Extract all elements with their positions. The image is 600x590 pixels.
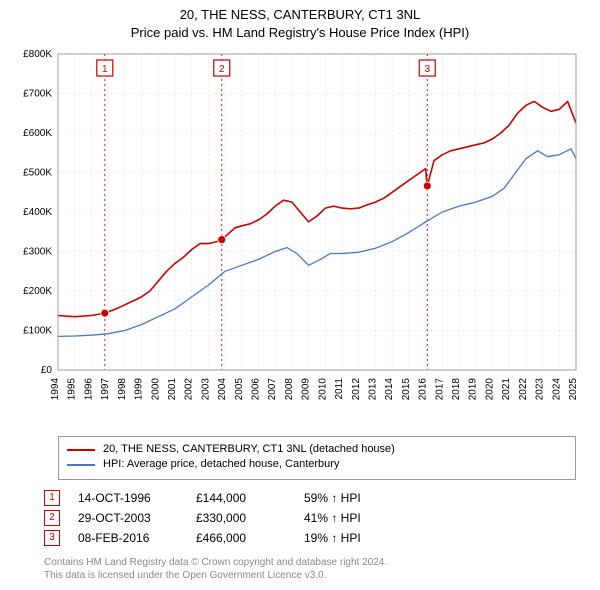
title-line-2: Price paid vs. HM Land Registry's House … (0, 24, 600, 42)
svg-text:2005: 2005 (234, 378, 245, 401)
svg-text:1: 1 (102, 64, 108, 75)
svg-text:£600K: £600K (23, 128, 52, 139)
svg-text:2000: 2000 (150, 378, 161, 401)
legend-swatch (67, 449, 95, 451)
svg-text:2016: 2016 (418, 378, 429, 401)
transaction-delta: 59% ↑ HPI (304, 491, 404, 505)
legend-label: HPI: Average price, detached house, Cant… (103, 457, 339, 472)
legend-row: HPI: Average price, detached house, Cant… (67, 457, 567, 472)
attribution-line-1: Contains HM Land Registry data © Crown c… (44, 556, 586, 569)
svg-text:2002: 2002 (184, 378, 195, 401)
transaction-badge: 2 (44, 510, 60, 526)
svg-text:£100K: £100K (23, 326, 52, 337)
transaction-row: 1 14-OCT-1996 £144,000 59% ↑ HPI (44, 488, 586, 508)
transaction-row: 2 29-OCT-2003 £330,000 41% ↑ HPI (44, 508, 586, 528)
below-chart: 20, THE NESS, CANTERBURY, CT1 3NL (detac… (14, 436, 586, 582)
chart-page: 20, THE NESS, CANTERBURY, CT1 3NL Price … (0, 0, 600, 590)
svg-text:2007: 2007 (267, 378, 278, 401)
chart-svg: £0 £100K £200K £300K £400K £500K £600K £700K £80… (14, 50, 586, 432)
svg-text:2001: 2001 (167, 378, 178, 401)
legend-label: 20, THE NESS, CANTERBURY, CT1 3NL (detac… (103, 442, 395, 457)
svg-text:2020: 2020 (484, 378, 495, 401)
transaction-badge: 3 (44, 530, 60, 546)
transaction-date: 29-OCT-2003 (78, 511, 178, 525)
title-line-1: 20, THE NESS, CANTERBURY, CT1 3NL (0, 6, 600, 24)
svg-text:2011: 2011 (334, 378, 345, 400)
transaction-badge: 1 (44, 490, 60, 506)
title-block: 20, THE NESS, CANTERBURY, CT1 3NL Price … (0, 0, 600, 41)
svg-text:2010: 2010 (317, 378, 328, 401)
svg-text:2018: 2018 (451, 378, 462, 401)
svg-text:£500K: £500K (23, 168, 52, 179)
svg-text:2017: 2017 (434, 378, 445, 401)
svg-text:2: 2 (219, 64, 225, 75)
svg-text:£300K: £300K (23, 247, 52, 258)
attribution-line-2: This data is licensed under the Open Gov… (44, 569, 586, 582)
attribution-block: Contains HM Land Registry data © Crown c… (44, 556, 586, 582)
svg-text:£800K: £800K (23, 50, 52, 60)
svg-text:2003: 2003 (200, 378, 211, 401)
svg-text:2013: 2013 (367, 378, 378, 401)
svg-text:2025: 2025 (568, 378, 579, 401)
svg-text:2008: 2008 (284, 378, 295, 401)
legend-row: 20, THE NESS, CANTERBURY, CT1 3NL (detac… (67, 442, 567, 457)
chart-area: £0 £100K £200K £300K £400K £500K £600K £700K £80… (14, 50, 586, 432)
svg-text:2006: 2006 (251, 378, 262, 401)
svg-text:2014: 2014 (384, 378, 395, 401)
svg-text:2024: 2024 (551, 378, 562, 401)
svg-text:£0: £0 (41, 365, 53, 376)
transaction-table: 1 14-OCT-1996 £144,000 59% ↑ HPI 2 29-OCT-200… (44, 488, 586, 548)
svg-text:£700K: £700K (23, 89, 52, 100)
svg-text:2021: 2021 (501, 378, 512, 401)
svg-text:£200K: £200K (23, 286, 52, 297)
legend-swatch (67, 464, 95, 466)
svg-text:2009: 2009 (301, 378, 312, 401)
transaction-date: 14-OCT-1996 (78, 491, 178, 505)
svg-text:2012: 2012 (351, 378, 362, 401)
svg-text:£400K: £400K (23, 207, 52, 218)
svg-text:2004: 2004 (217, 378, 228, 401)
transaction-delta: 19% ↑ HPI (304, 531, 404, 545)
transaction-price: £144,000 (196, 491, 286, 505)
svg-text:1999: 1999 (134, 378, 145, 401)
svg-text:1995: 1995 (67, 378, 78, 401)
legend-box: 20, THE NESS, CANTERBURY, CT1 3NL (detac… (58, 436, 576, 480)
svg-text:3: 3 (425, 64, 431, 75)
transaction-price: £330,000 (196, 511, 286, 525)
svg-text:2019: 2019 (468, 378, 479, 401)
svg-text:1996: 1996 (83, 378, 94, 401)
svg-text:2023: 2023 (535, 378, 546, 401)
svg-text:2015: 2015 (401, 378, 412, 401)
svg-text:2022: 2022 (518, 378, 529, 401)
svg-text:1997: 1997 (100, 378, 111, 401)
transaction-price: £466,000 (196, 531, 286, 545)
transaction-row: 3 08-FEB-2016 £466,000 19% ↑ HPI (44, 528, 586, 548)
svg-text:1998: 1998 (117, 378, 128, 401)
transaction-date: 08-FEB-2016 (78, 531, 178, 545)
svg-text:1994: 1994 (50, 378, 61, 401)
transaction-delta: 41% ↑ HPI (304, 511, 404, 525)
